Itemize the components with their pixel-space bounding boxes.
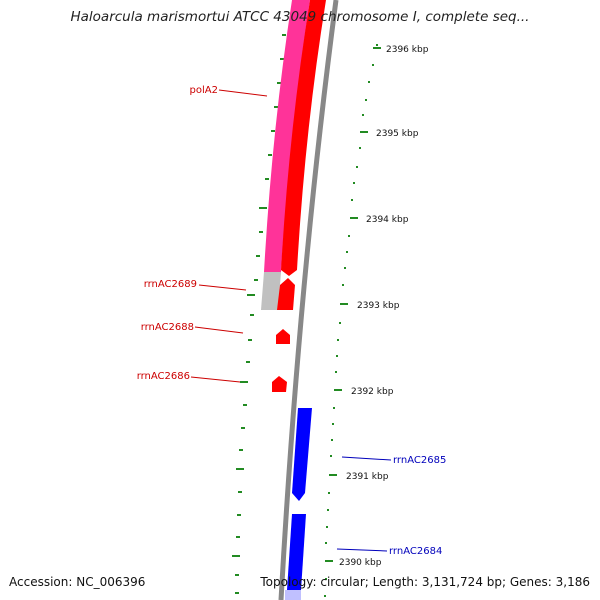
reverse-gene-rrnAC2685[interactable] — [292, 408, 312, 501]
leader-line-rrnAC2689 — [198, 284, 247, 291]
leader-line-rrnAC2688 — [194, 326, 244, 334]
reverse-gene-partial — [285, 590, 301, 600]
leader-line-rrnAC2684 — [336, 548, 388, 552]
forward-gene-polA2[interactable] — [281, 0, 326, 276]
gene-label-rrnAC2688[interactable]: rrnAC2688 — [141, 322, 194, 333]
gene-label-rrnAC2685[interactable]: rrnAC2685 — [393, 455, 446, 466]
gray-track — [261, 272, 281, 310]
scale-label-2392: 2392 kbp — [351, 387, 394, 397]
scale-label-2394: 2394 kbp — [366, 215, 409, 225]
topology-summary: Topology: circular; Length: 3,131,724 bp… — [260, 575, 590, 589]
outer-tick-ring — [232, 34, 286, 594]
inner-tick-ring — [324, 44, 381, 597]
accession-label: Accession: NC_006396 — [9, 575, 146, 589]
forward-gene-rrnAC2686[interactable] — [272, 376, 287, 392]
leader-line-rrnAC2685 — [341, 456, 392, 461]
map-title: Haloarcula marismortui ATCC 43049 chromo… — [70, 9, 530, 25]
gene-label-rrnAC2686[interactable]: rrnAC2686 — [137, 371, 190, 382]
scale-label-2395: 2395 kbp — [376, 129, 419, 139]
forward-gene-rrnAC2689[interactable] — [277, 278, 295, 310]
leader-line-polA2 — [218, 89, 268, 97]
gene-label-polA2[interactable]: polA2 — [190, 85, 218, 96]
scale-label-2390: 2390 kbp — [339, 558, 382, 568]
scale-label-2393: 2393 kbp — [357, 301, 400, 311]
forward-gene-rrnAC2688[interactable] — [276, 329, 290, 344]
backbone-line — [278, 0, 339, 600]
gene-label-rrnAC2689[interactable]: rrnAC2689 — [144, 279, 197, 290]
leader-line-rrnAC2686 — [190, 376, 241, 383]
scale-label-2391: 2391 kbp — [346, 472, 389, 482]
scale-label-2396: 2396 kbp — [386, 45, 429, 55]
reverse-gene-rrnAC2684[interactable] — [287, 514, 306, 590]
highlight-track — [264, 0, 310, 272]
gene-label-rrnAC2684[interactable]: rrnAC2684 — [389, 546, 442, 557]
